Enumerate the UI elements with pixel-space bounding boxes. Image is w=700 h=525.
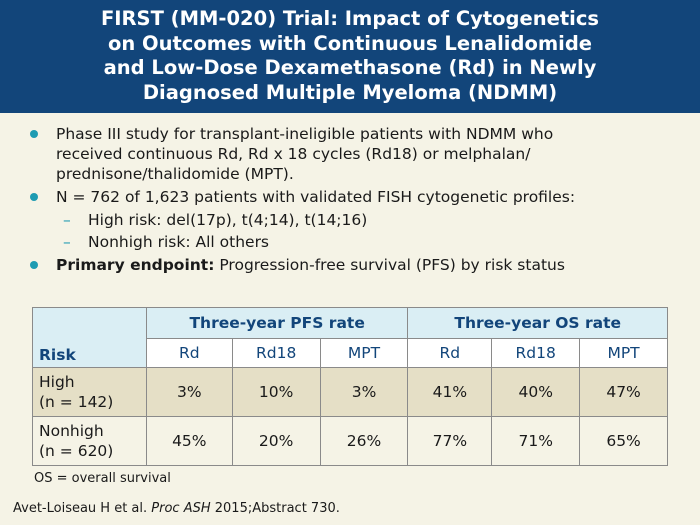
table-cell: 3% — [319, 367, 409, 417]
os-group-header: Three-year OS rate — [407, 307, 668, 339]
column-header: MPT — [319, 338, 409, 368]
pfs-group-header: Three-year PFS rate — [145, 307, 409, 339]
table-cell: 65% — [579, 416, 668, 466]
sub-bullet-text: High risk: del(17p), t(4;14), t(14;16) — [88, 211, 368, 229]
slide-title: FIRST (MM-020) Trial: Impact of Cytogene… — [0, 0, 700, 105]
table-cell: 10% — [231, 367, 321, 417]
bullet-dot-icon — [30, 193, 38, 201]
column-header: Rd — [145, 338, 233, 368]
table-group-header-row: Risk Three-year PFS rate Three-year OS r… — [32, 307, 668, 368]
sub-bullet-nonhigh-risk: – Nonhigh risk: All others — [30, 232, 680, 252]
row-label-line: High — [39, 373, 75, 391]
table-cell: 40% — [491, 367, 581, 417]
endpoint-label: Primary endpoint: — [56, 256, 215, 274]
citation: Avet-Loiseau H et al. Proc ASH 2015;Abst… — [13, 501, 340, 516]
table-sub-header-row: Rd Rd18 MPT Rd Rd18 MPT — [33, 338, 668, 368]
sub-bullet-high-risk: – High risk: del(17p), t(4;14), t(14;16) — [30, 210, 680, 230]
sub-bullet-text: Nonhigh risk: All others — [88, 233, 270, 251]
table-cell: 3% — [145, 367, 233, 417]
endpoint-text: Progression-free survival (PFS) by risk … — [214, 256, 565, 274]
table-cell: 45% — [145, 416, 233, 466]
column-header: Rd — [407, 338, 493, 368]
row-label: High (n = 142) — [32, 367, 147, 417]
row-label-line: Nonhigh — [39, 422, 104, 440]
risk-header: Risk — [32, 307, 147, 368]
row-label-line: (n = 620) — [39, 442, 114, 460]
title-line: Diagnosed Multiple Myeloma (NDMM) — [142, 80, 558, 104]
outcomes-table: Risk Three-year PFS rate Three-year OS r… — [32, 307, 668, 466]
row-label: Nonhigh (n = 620) — [32, 416, 147, 466]
table-cell: 77% — [407, 416, 493, 466]
bullet-line: prednisone/thalidomide (MPT). — [56, 165, 294, 183]
bullet-list: Phase III study for transplant-ineligibl… — [30, 124, 680, 278]
dash-icon: – — [63, 233, 71, 251]
footnote: OS = overall survival — [34, 471, 171, 486]
table-cell: 41% — [407, 367, 493, 417]
title-line: on Outcomes with Continuous Lenalidomide — [107, 31, 593, 55]
title-line: FIRST (MM-020) Trial: Impact of Cytogene… — [100, 7, 600, 30]
dash-icon: – — [63, 211, 71, 229]
bullet-endpoint: Primary endpoint: Progression-free survi… — [30, 255, 680, 275]
bullet-study-design: Phase III study for transplant-ineligibl… — [30, 124, 680, 184]
slide-header: FIRST (MM-020) Trial: Impact of Cytogene… — [0, 0, 700, 113]
bullet-line: N = 762 of 1,623 patients with validated… — [56, 188, 576, 206]
table-row: High (n = 142) 3% 10% 3% 41% 40% 47% — [32, 367, 668, 417]
bullet-dot-icon — [30, 130, 38, 138]
table-cell: 26% — [319, 416, 409, 466]
column-header: MPT — [579, 338, 668, 368]
row-label-line: (n = 142) — [39, 393, 114, 411]
column-header: Rd18 — [491, 338, 581, 368]
citation-rest: 2015;Abstract 730. — [210, 501, 340, 516]
table-cell: 20% — [231, 416, 321, 466]
title-line: and Low-Dose Dexamethasone (Rd) in Newly — [103, 56, 597, 79]
bullet-line: Phase III study for transplant-ineligibl… — [56, 125, 554, 143]
citation-journal: Proc ASH — [151, 501, 211, 516]
bullet-dot-icon — [30, 261, 38, 269]
table-cell: 47% — [579, 367, 668, 417]
table-row: Nonhigh (n = 620) 45% 20% 26% 77% 71% 65… — [32, 416, 668, 466]
citation-authors: Avet-Loiseau H et al. — [13, 501, 152, 516]
bullet-line: received continuous Rd, Rd x 18 cycles (… — [56, 145, 531, 163]
table-cell: 71% — [491, 416, 581, 466]
bullet-patients: N = 762 of 1,623 patients with validated… — [30, 187, 680, 207]
column-header: Rd18 — [231, 338, 321, 368]
